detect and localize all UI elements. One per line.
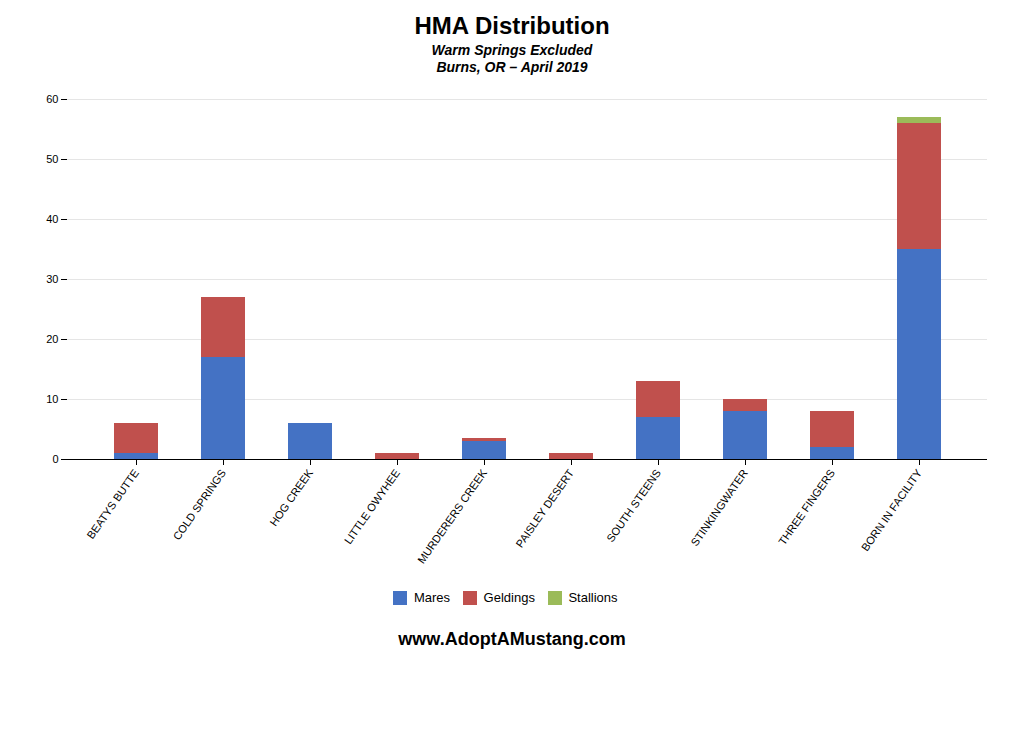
svg-text:10: 10 bbox=[46, 393, 58, 405]
svg-text:COLD SPRINGS: COLD SPRINGS bbox=[171, 467, 229, 542]
svg-text:20: 20 bbox=[46, 333, 58, 345]
svg-text:BEATYS BUTTE: BEATYS BUTTE bbox=[84, 467, 141, 541]
svg-text:0: 0 bbox=[52, 453, 58, 465]
svg-text:60: 60 bbox=[46, 93, 58, 105]
svg-text:LITTLE OWYHEE: LITTLE OWYHEE bbox=[342, 467, 402, 546]
svg-text:30: 30 bbox=[46, 273, 58, 285]
html-text:HMA Distribution: HMA Distribution bbox=[414, 12, 610, 39]
svg-text:50: 50 bbox=[46, 153, 58, 165]
html-text:www.AdoptAMustang.com: www.AdoptAMustang.com bbox=[398, 628, 626, 649]
svg-text:SOUTH STEENS: SOUTH STEENS bbox=[604, 467, 663, 544]
html-text:Mares: Mares bbox=[414, 590, 451, 605]
html-text:Burns, OR – April 2019: Burns, OR – April 2019 bbox=[436, 59, 588, 75]
svg-text:BORN IN FACILITY: BORN IN FACILITY bbox=[859, 467, 925, 554]
svg-text:STINKINGWATER: STINKINGWATER bbox=[688, 467, 750, 548]
svg-text:40: 40 bbox=[46, 213, 58, 225]
svg-text:THREE FINGERS: THREE FINGERS bbox=[776, 467, 837, 547]
svg-text:MURDERERS CREEK: MURDERERS CREEK bbox=[415, 467, 489, 566]
svg-text:PAISLEY DESERT: PAISLEY DESERT bbox=[513, 467, 576, 550]
html-text:Warm Springs Excluded: Warm Springs Excluded bbox=[431, 42, 593, 58]
html-text:Geldings: Geldings bbox=[483, 590, 535, 605]
svg-text:HOG CREEK: HOG CREEK bbox=[267, 467, 315, 528]
html-text:Stallions: Stallions bbox=[568, 590, 618, 605]
